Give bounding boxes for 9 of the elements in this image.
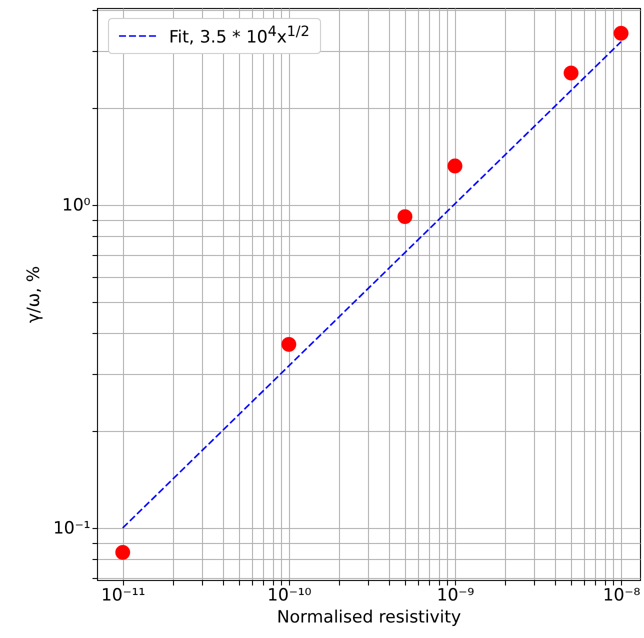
y-tick-label: 10⁰ xyxy=(62,195,91,216)
y-tick-label: 10⁻¹ xyxy=(53,518,90,538)
y-axis-title: γ/ω, % xyxy=(24,266,44,323)
x-tick-label: 10⁻⁸ xyxy=(602,586,640,606)
legend-label: Fit, 3.5 * 10$^{4}$x$^{1/2}$ xyxy=(169,24,310,48)
x-tick-label: 10⁻⁹ xyxy=(436,586,474,606)
x-tick-label: 10⁻¹¹ xyxy=(101,586,146,606)
x-axis-title: Normalised resistivity xyxy=(276,608,462,628)
x-tick-label: 10⁻¹⁰ xyxy=(267,586,312,606)
